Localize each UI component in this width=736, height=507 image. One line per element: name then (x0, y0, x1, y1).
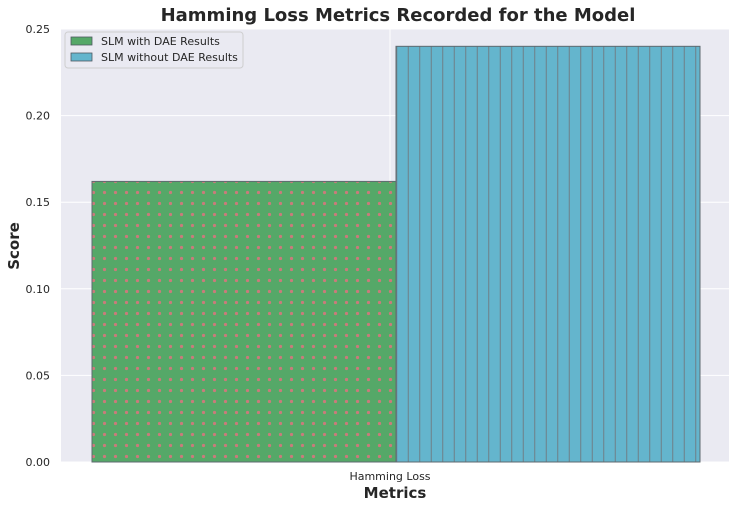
legend-swatch (70, 36, 93, 46)
legend-item-1: SLM without DAE Results (70, 51, 238, 64)
y-tick-label: 0.05 (26, 369, 51, 382)
y-tick-label: 0.00 (26, 456, 51, 469)
x-ticks: Hamming Loss (349, 470, 430, 483)
legend-item-0: SLM with DAE Results (70, 35, 220, 48)
y-axis-label: Score (5, 222, 23, 270)
legend-label: SLM with DAE Results (101, 35, 220, 48)
x-axis-label: Metrics (364, 484, 427, 502)
chart-title: Hamming Loss Metrics Recorded for the Mo… (161, 5, 636, 26)
bars (91, 45, 701, 463)
bar-hatch-1 (395, 45, 701, 463)
legend-box (64, 31, 244, 69)
bar-hatch-0 (91, 180, 397, 463)
legend-label: SLM without DAE Results (101, 51, 238, 64)
y-tick-label: 0.20 (26, 110, 51, 123)
legend-swatch (70, 52, 93, 62)
x-tick-label: Hamming Loss (349, 470, 430, 483)
y-ticks: 0.00 0.05 0.10 0.15 0.20 0.25 (26, 23, 51, 469)
y-tick-label: 0.25 (26, 23, 51, 36)
y-tick-label: 0.15 (26, 196, 51, 209)
y-tick-label: 0.10 (26, 283, 51, 296)
legend: SLM with DAE Results SLM without DAE Res… (64, 31, 244, 69)
